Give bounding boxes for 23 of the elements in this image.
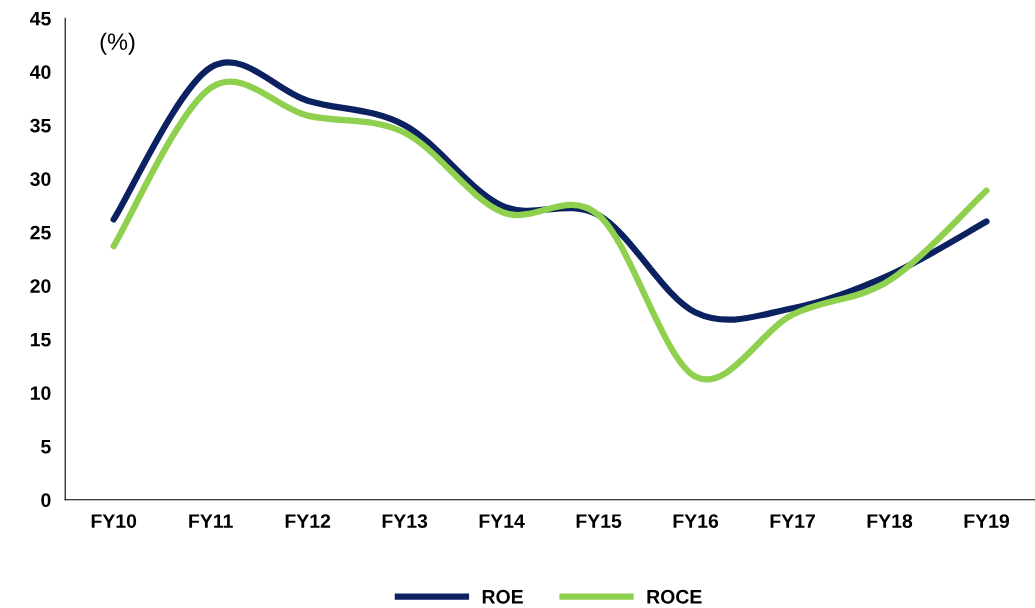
x-tick-label: FY17 bbox=[770, 514, 815, 528]
y-tick-label: 25 bbox=[30, 225, 51, 240]
y-tick-label: 45 bbox=[29, 11, 51, 26]
x-tick-label: FY15 bbox=[576, 514, 622, 528]
y-tick-label: 5 bbox=[41, 439, 51, 454]
y-tick-label: 35 bbox=[30, 118, 51, 133]
y-tick-label: 30 bbox=[30, 172, 51, 187]
x-tick-label: FY12 bbox=[285, 514, 331, 528]
x-tick-label: FY11 bbox=[189, 514, 233, 528]
x-tick-label: FY10 bbox=[91, 514, 137, 528]
x-tick-label: FY14 bbox=[479, 514, 525, 528]
annotation: (%) bbox=[100, 32, 135, 55]
legend-label: ROCE bbox=[647, 589, 702, 604]
y-tick-label: 40 bbox=[29, 65, 51, 79]
legend-label: ROE bbox=[482, 589, 523, 604]
y-tick-label: 15 bbox=[30, 332, 51, 347]
y-tick-label: 0 bbox=[41, 493, 51, 508]
x-tick-label: FY16 bbox=[673, 514, 719, 528]
x-tick-label: FY13 bbox=[382, 514, 428, 528]
y-tick-label: 10 bbox=[30, 386, 51, 401]
x-tick-label: FY18 bbox=[867, 514, 913, 528]
x-tick-label: FY19 bbox=[964, 514, 1010, 528]
y-tick-label: 20 bbox=[30, 279, 51, 293]
